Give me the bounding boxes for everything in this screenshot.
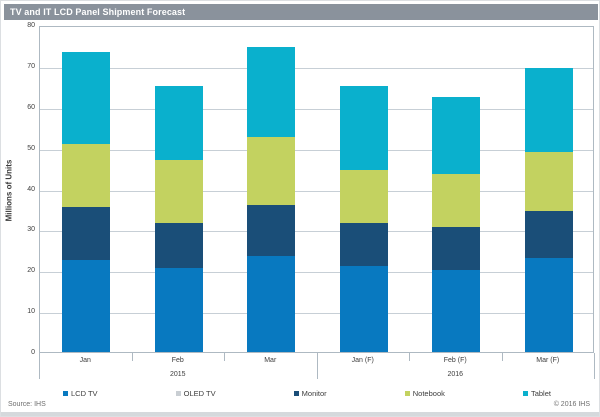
x-tick-label-mar: Mar (264, 357, 277, 364)
bar-segment-janf-notebook (339, 170, 388, 224)
x-group-label-2015: 2015 (169, 371, 186, 378)
bar-segment-janf-lcdtv (339, 266, 388, 352)
y-tick-label-10: 10 (27, 308, 35, 316)
x-tick-label-feb: Feb (171, 357, 184, 364)
bar-segment-jan-lcdtv (62, 260, 111, 352)
x-tick-label-jan: Jan (79, 357, 91, 364)
source-label: Source: IHS (8, 401, 46, 408)
x-group-label-2016: 2016 (447, 371, 464, 378)
legend-label: LCD TV (71, 389, 98, 398)
y-tick-label-40: 40 (27, 185, 35, 193)
bottom-strip (1, 412, 599, 416)
bar-segment-jan-notebook (62, 143, 111, 207)
bar-segment-febf-lcdtv (432, 270, 481, 352)
bar-segment-marf-monitor (524, 211, 573, 258)
bar-segment-marf-notebook (524, 151, 573, 211)
bar-segment-mar-notebook (247, 137, 296, 205)
bar-segment-feb-monitor (154, 223, 203, 269)
legend-item-tablet: Tablet (522, 389, 551, 398)
plot-area (39, 26, 594, 353)
y-tick-label-30: 30 (27, 226, 35, 234)
page-title: TV and IT LCD Panel Shipment Forecast (10, 7, 186, 17)
axis-tick-6 (594, 353, 595, 379)
y-tick-label-70: 70 (27, 62, 35, 70)
legend-swatch-notebook (404, 391, 410, 396)
bar-segment-janf-tablet (339, 86, 388, 171)
bar-segment-febf-tablet (432, 96, 481, 175)
gridline-70 (40, 67, 593, 69)
y-tick-label-50: 50 (27, 144, 35, 152)
bar-segment-febf-notebook (432, 174, 481, 228)
legend-swatch-tablet (522, 391, 528, 396)
axis-tick-2 (224, 353, 225, 361)
legend-swatch-oledtv (175, 391, 181, 396)
y-tick-label-0: 0 (31, 349, 35, 356)
bar-segment-jan-monitor (62, 206, 111, 261)
bar-segment-marf-lcdtv (524, 258, 573, 352)
legend-label: Tablet (530, 389, 551, 398)
x-tick-label-marf: Mar (F) (536, 357, 560, 364)
bar-segment-mar-monitor (247, 204, 296, 256)
axis-tick-3 (316, 353, 318, 379)
y-tick-label-80: 80 (27, 22, 35, 29)
bar-segment-mar-lcdtv (247, 255, 296, 352)
copyright-label: © 2016 IHS (553, 401, 590, 408)
legend-label: Notebook (412, 389, 445, 398)
legend-item-notebook: Notebook (404, 389, 445, 398)
legend-item-lcdtv: LCD TV (63, 389, 98, 398)
bar-segment-mar-tablet (247, 47, 296, 138)
gridline-50 (40, 149, 593, 151)
gridline-30 (40, 231, 593, 233)
legend-item-monitor: Monitor (293, 389, 327, 398)
gridline-60 (40, 108, 593, 110)
axis-tick-0 (39, 353, 40, 379)
legend-swatch-lcdtv (63, 391, 68, 396)
x-tick-label-febf: Feb (F) (443, 357, 467, 364)
gridline-10 (40, 313, 593, 315)
x-tick-label-janf: Jan (F) (351, 357, 374, 364)
legend-label: OLED TV (183, 389, 216, 398)
bar-segment-feb-tablet (154, 86, 203, 160)
gridline-40 (40, 190, 593, 192)
bar-segment-marf-tablet (524, 67, 573, 152)
y-tick-label-20: 20 (27, 267, 35, 275)
bar-segment-feb-notebook (154, 159, 203, 224)
gridline-20 (40, 272, 593, 274)
y-tick-label-60: 60 (27, 103, 35, 111)
axis-tick-5 (501, 353, 503, 361)
title-bar: TV and IT LCD Panel Shipment Forecast (4, 4, 598, 20)
legend-item-oledtv: OLED TV (175, 389, 216, 398)
legend: LCD TV OLED TV Monitor Notebook Tablet (63, 389, 551, 398)
bar-segment-febf-monitor (432, 227, 481, 271)
bar-segment-feb-lcdtv (154, 268, 203, 352)
axis-tick-4 (409, 353, 410, 361)
axis-tick-1 (131, 353, 133, 361)
legend-swatch-monitor (293, 391, 299, 396)
bar-segment-jan-tablet (62, 51, 111, 144)
bar-segment-janf-monitor (339, 223, 388, 267)
legend-label: Monitor (301, 389, 327, 398)
